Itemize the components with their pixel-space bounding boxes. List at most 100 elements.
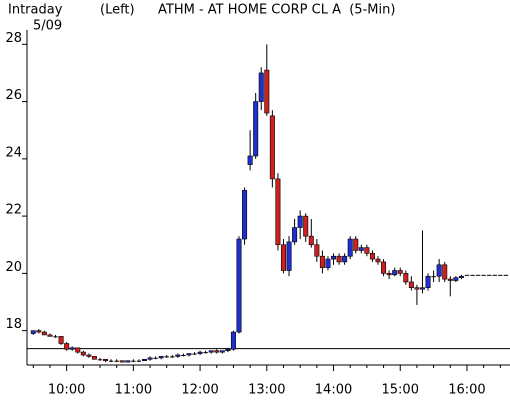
candle-body: [91, 356, 97, 360]
candle-body: [119, 360, 125, 363]
candle-body: [230, 331, 236, 350]
candle-body: [280, 244, 286, 271]
candle-body: [358, 247, 364, 251]
candle-body: [498, 274, 503, 276]
candle-body: [464, 274, 470, 276]
candle-body: [141, 358, 147, 362]
x-tick-label: 14:00: [315, 383, 352, 398]
candle-body: [487, 274, 492, 276]
candle-body: [314, 244, 320, 257]
y-tick-label: 18: [5, 317, 22, 332]
candle-body: [264, 69, 270, 114]
y-tick-label: 28: [5, 31, 22, 46]
candle-body: [375, 258, 381, 263]
candle-body: [353, 238, 359, 251]
period-label: Intraday: [8, 3, 63, 18]
candle-body: [425, 275, 431, 288]
candle-body: [347, 238, 353, 257]
candle-body: [153, 357, 158, 359]
chart-title: ATHM - AT HOME CORP CL A (5-Min): [158, 3, 395, 18]
candle-body: [458, 275, 464, 278]
candle-body: [219, 350, 225, 353]
candle-body: [453, 277, 459, 281]
candle-body: [403, 273, 409, 283]
candle-body: [442, 264, 448, 280]
candle-body: [292, 227, 298, 243]
candle-body: [186, 353, 192, 356]
candle-body: [431, 276, 436, 278]
y-tick-label: 22: [5, 203, 22, 218]
candle-body: [308, 235, 314, 246]
candle-body: [436, 264, 442, 277]
candle-body: [69, 347, 75, 350]
candle-body: [164, 356, 169, 358]
candle-body: [58, 336, 64, 344]
x-tick-label: 13:00: [248, 383, 285, 398]
candle-body: [181, 354, 186, 356]
candle-body: [208, 350, 214, 353]
x-tick-label: 16:00: [448, 383, 485, 398]
x-tick-label: 12:00: [181, 383, 218, 398]
candle-body: [158, 356, 164, 359]
candle-body: [386, 273, 392, 276]
candle-body: [97, 359, 103, 361]
candle-body: [175, 354, 181, 357]
candle-body: [369, 253, 375, 260]
axis-side-label: (Left): [100, 3, 135, 18]
candle-body: [242, 190, 248, 240]
candle-body: [475, 274, 481, 276]
candle-body: [303, 215, 309, 237]
candle-body: [392, 270, 398, 276]
candle-body: [269, 115, 275, 180]
y-tick-label: 24: [5, 145, 22, 160]
date-label: 5/09: [33, 19, 62, 34]
candle-body: [170, 356, 175, 358]
candle-body: [30, 330, 36, 334]
candle-body: [41, 331, 47, 336]
candle-body: [364, 247, 370, 254]
candle-body: [325, 258, 331, 268]
candle-body: [247, 155, 253, 165]
y-tick-label: 26: [5, 88, 22, 103]
candle-body: [447, 278, 453, 281]
candle-body: [503, 274, 509, 276]
candle-body: [147, 357, 153, 360]
candle-body: [125, 360, 131, 363]
candle-body: [114, 360, 119, 362]
candle-body: [275, 178, 281, 246]
candle-body: [319, 255, 325, 268]
candle-body: [492, 274, 497, 276]
candle-body: [481, 274, 486, 276]
x-tick-label: 10:00: [48, 383, 85, 398]
candle-body: [331, 255, 337, 260]
candle-body: [414, 287, 420, 290]
candle-body: [342, 255, 348, 263]
candle-body: [86, 354, 92, 357]
candle-body: [214, 350, 220, 353]
candle-body: [36, 330, 42, 333]
candle-body: [470, 274, 475, 276]
x-tick-label: 11:00: [115, 383, 152, 398]
x-tick-label: 15:00: [382, 383, 419, 398]
candle-body: [131, 360, 136, 362]
candle-body: [192, 353, 197, 355]
candle-body: [108, 360, 114, 362]
candle-body: [397, 270, 403, 274]
candle-body: [80, 351, 86, 356]
candle-body: [297, 215, 303, 228]
candle-body: [203, 352, 208, 354]
candle-body: [419, 287, 425, 290]
y-tick-label: 20: [5, 260, 22, 275]
candle-body: [53, 336, 58, 338]
candle-body: [197, 351, 203, 354]
candle-body: [336, 255, 342, 263]
candle-body: [103, 358, 109, 362]
candle-body: [225, 348, 231, 351]
candle-body: [136, 360, 142, 362]
candle-body: [258, 72, 264, 102]
candle-body: [381, 261, 387, 274]
candle-body: [286, 241, 292, 271]
candle-body: [47, 334, 53, 337]
candle-body: [75, 347, 81, 353]
